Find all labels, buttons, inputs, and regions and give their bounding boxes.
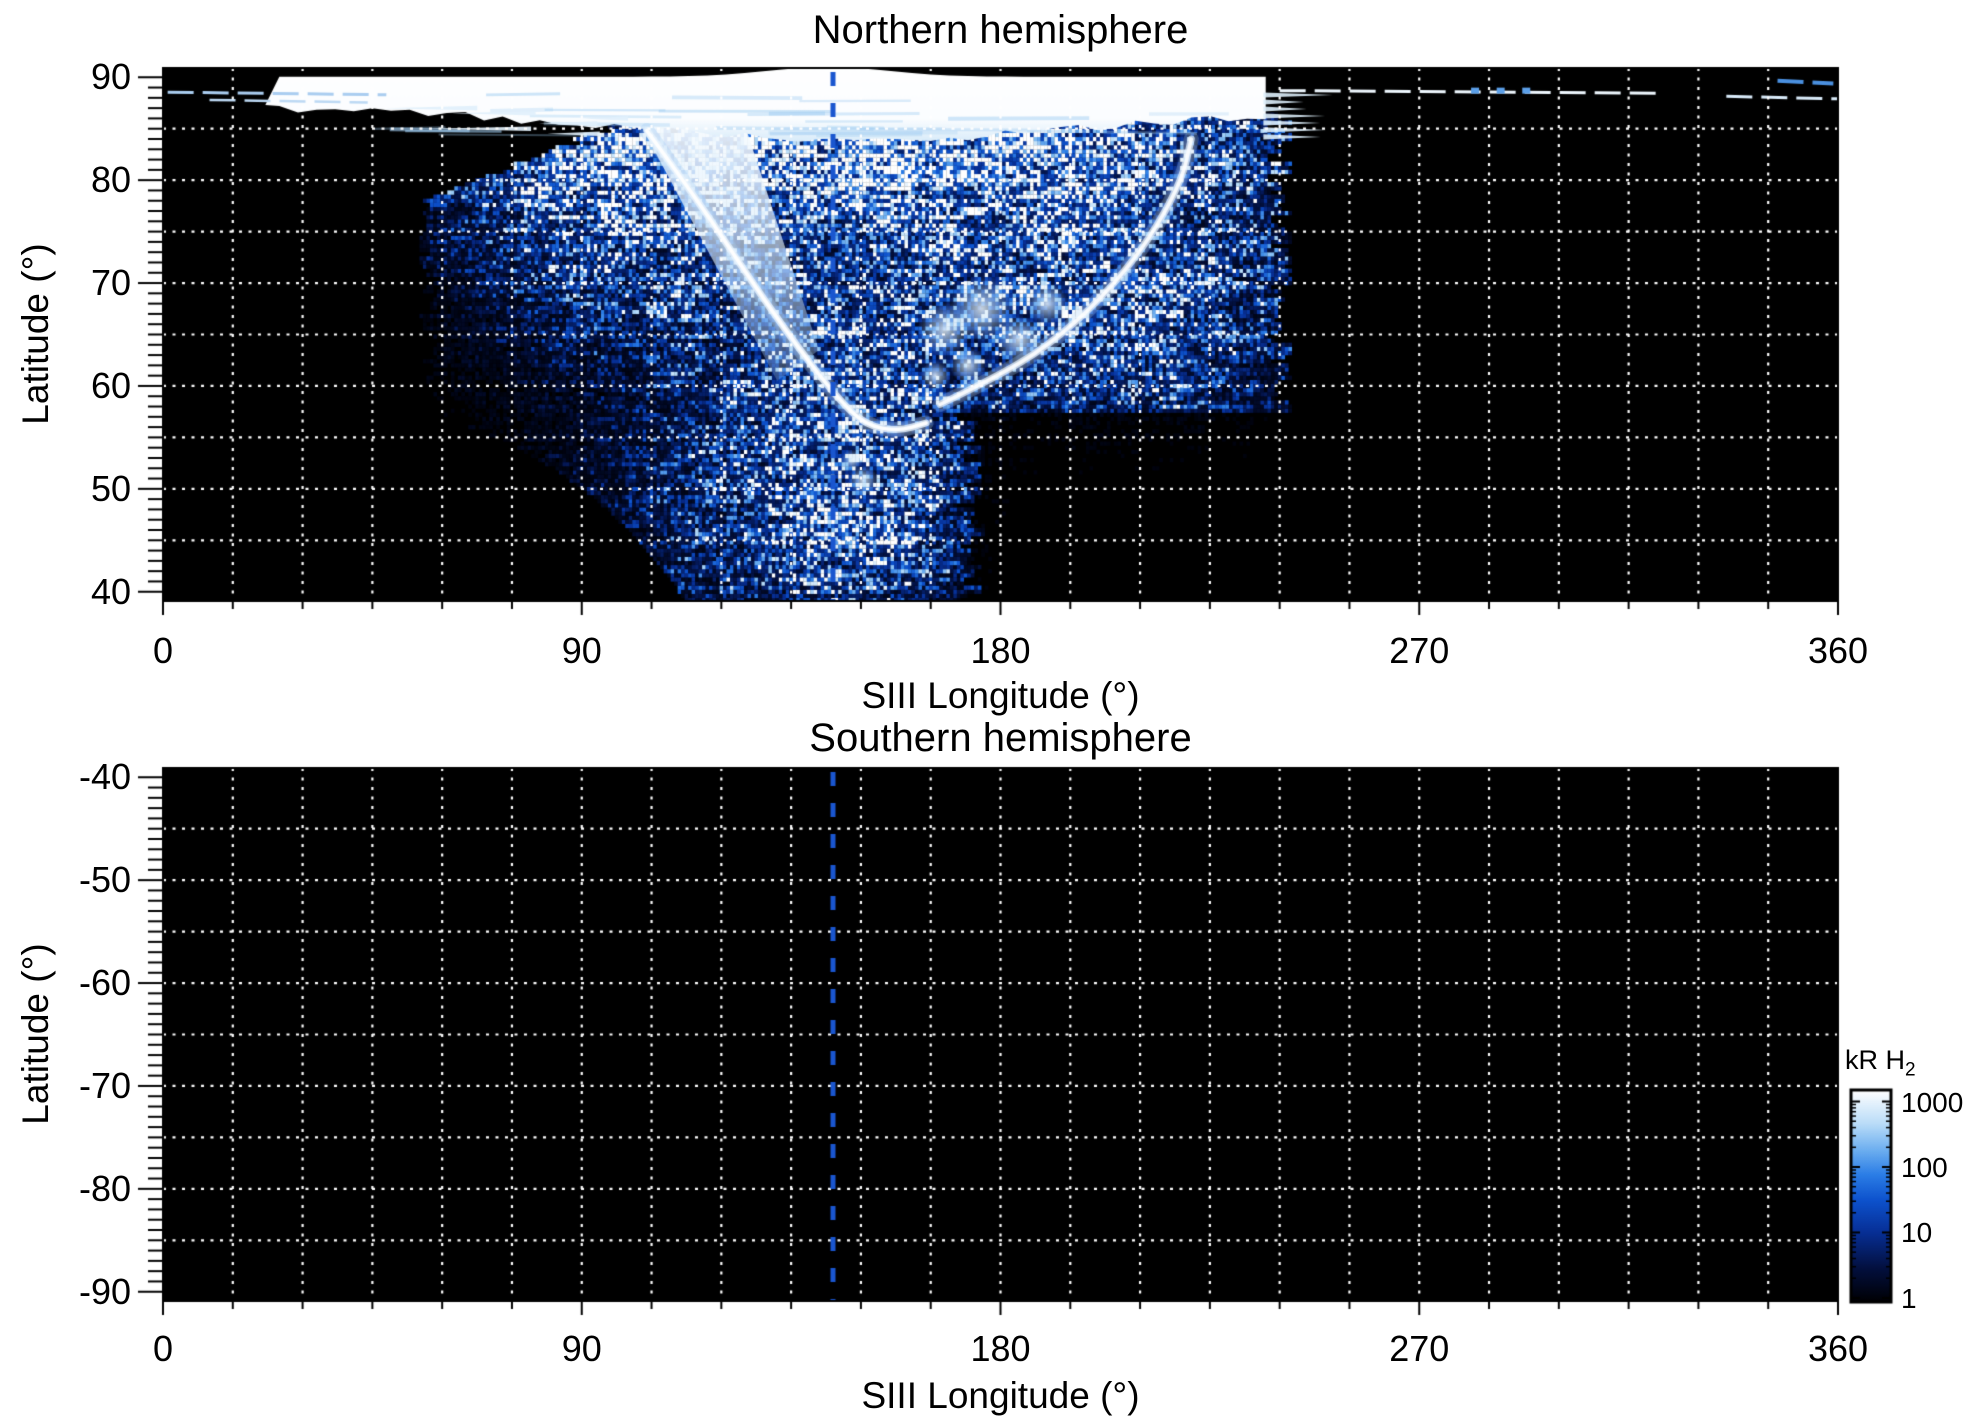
south-y-tick-label: -50	[78, 859, 131, 901]
north-x-tick-label: 270	[1389, 630, 1450, 671]
colorbar-tick-label: 1	[1901, 1282, 1917, 1314]
north-y-tick-label: 60	[90, 364, 131, 406]
north-xaxis-label: SIII Longitude (°)	[861, 675, 1140, 716]
south-y-tick-label: -70	[78, 1064, 131, 1106]
south-x-tick-label: 0	[152, 1328, 174, 1369]
colorbar-title-subscript: 2	[1905, 1059, 1916, 1081]
north-y-tick-label: 50	[90, 467, 131, 509]
south-y-tick-label: -80	[78, 1167, 131, 1209]
colorbar-tick-label: 10	[1901, 1217, 1933, 1249]
north-plot-title: Northern hemisphere	[812, 8, 1189, 52]
north-x-tick-label: 180	[970, 630, 1031, 671]
south-plot-title: Southern hemisphere	[809, 716, 1192, 760]
south-x-tick-label: 180	[970, 1328, 1031, 1369]
north-y-tick-label: 80	[90, 159, 131, 201]
colorbar-title-text: kR H	[1845, 1045, 1905, 1075]
south-y-tick-label: -60	[78, 962, 131, 1004]
north-x-tick-label: 90	[561, 630, 602, 671]
north-y-tick-label: 70	[90, 262, 131, 304]
north-x-tick-label: 360	[1807, 630, 1869, 671]
south-x-tick-label: 270	[1389, 1328, 1450, 1369]
south-x-tick-label: 90	[561, 1328, 602, 1369]
north-y-tick-label: 40	[90, 570, 131, 612]
colorbar-tick-label: 100	[1901, 1151, 1948, 1183]
south-y-tick-label: -90	[78, 1270, 131, 1312]
south-x-tick-label: 360	[1807, 1328, 1869, 1369]
colorbar-title: kR H2	[1845, 1046, 1916, 1084]
south-xaxis-label: SIII Longitude (°)	[861, 1375, 1140, 1416]
north-x-tick-label: 0	[152, 630, 174, 671]
colorbar-tick-label: 1000	[1901, 1086, 1964, 1118]
north-y-tick-label: 90	[90, 56, 131, 98]
south-y-tick-label: -40	[78, 756, 131, 798]
